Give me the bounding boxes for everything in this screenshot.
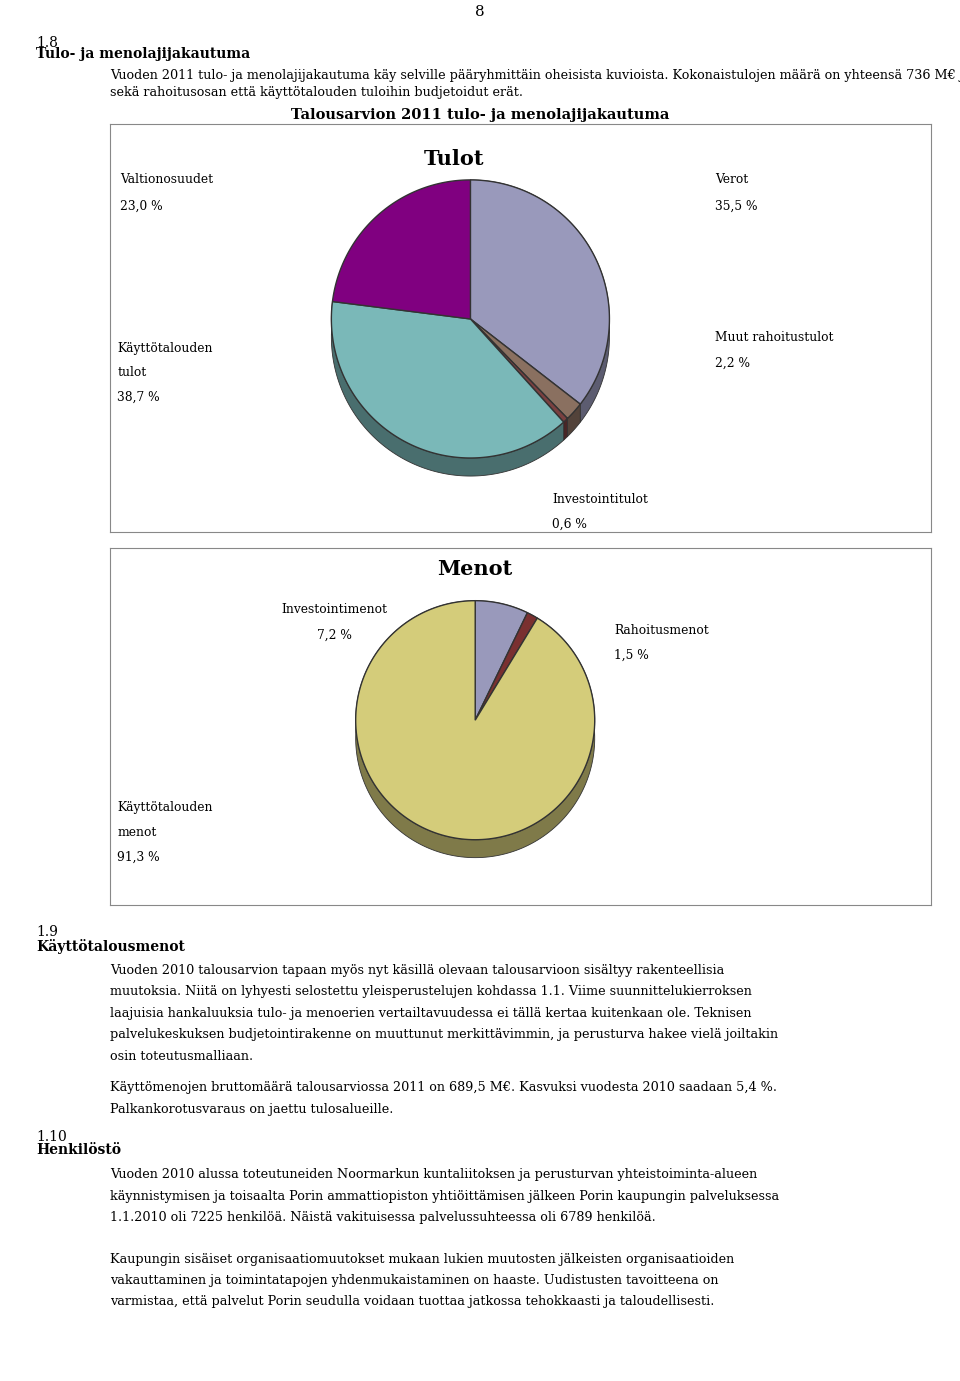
- Text: Kaupungin sisäiset organisaatiomuutokset mukaan lukien muutosten jälkeisten orga: Kaupungin sisäiset organisaatiomuutokset…: [110, 1253, 734, 1265]
- Polygon shape: [475, 601, 527, 721]
- Text: Vuoden 2011 tulo- ja menolajijakautuma käy selville pääryhmittäin oheisista kuvi: Vuoden 2011 tulo- ja menolajijakautuma k…: [110, 69, 960, 81]
- Text: Käyttötalouden: Käyttötalouden: [117, 342, 212, 355]
- Text: varmistaa, että palvelut Porin seudulla voidaan tuottaa jatkossa tehokkaasti ja : varmistaa, että palvelut Porin seudulla …: [110, 1295, 715, 1308]
- Text: Investointimenot: Investointimenot: [281, 603, 387, 616]
- Text: laajuisia hankaluuksia tulo- ja menoerien vertailtavuudessa ei tällä kertaa kuit: laajuisia hankaluuksia tulo- ja menoerie…: [110, 1007, 752, 1019]
- Text: 1,5 %: 1,5 %: [614, 649, 649, 661]
- Text: Vuoden 2010 talousarvion tapaan myös nyt käsillä olevaan talousarvioon sisältyy : Vuoden 2010 talousarvion tapaan myös nyt…: [110, 964, 725, 976]
- Text: Muut rahoitustulot: Muut rahoitustulot: [715, 331, 833, 344]
- Text: Talousarvion 2011 tulo- ja menolajijakautuma: Talousarvion 2011 tulo- ja menolajijakau…: [291, 108, 669, 122]
- Text: 1.8: 1.8: [36, 36, 59, 50]
- Text: tulot: tulot: [117, 366, 146, 378]
- Text: sekä rahoitusosan että käyttötalouden tuloihin budjetoidut erät.: sekä rahoitusosan että käyttötalouden tu…: [110, 86, 523, 98]
- Text: menot: menot: [117, 826, 156, 838]
- Text: Käyttötalouden: Käyttötalouden: [117, 801, 212, 813]
- Text: 2,2 %: 2,2 %: [715, 356, 750, 369]
- Text: vakauttaminen ja toimintatapojen yhdenmukaistaminen on haaste. Uudistusten tavoi: vakauttaminen ja toimintatapojen yhdenmu…: [110, 1273, 719, 1287]
- Polygon shape: [567, 405, 580, 436]
- Polygon shape: [331, 301, 564, 458]
- Text: Tulo- ja menolajijakautuma: Tulo- ja menolajijakautuma: [36, 47, 251, 61]
- Text: Menot: Menot: [438, 559, 513, 579]
- Text: Rahoitusmenot: Rahoitusmenot: [614, 624, 709, 637]
- Text: 0,6 %: 0,6 %: [552, 518, 587, 530]
- Polygon shape: [332, 180, 470, 319]
- Polygon shape: [356, 601, 594, 840]
- Polygon shape: [470, 319, 580, 418]
- Text: Vuoden 2010 alussa toteutuneiden Noormarkun kuntaliitoksen ja perusturvan yhteis: Vuoden 2010 alussa toteutuneiden Noormar…: [110, 1168, 757, 1181]
- Text: 91,3 %: 91,3 %: [117, 851, 159, 863]
- Text: 1.1.2010 oli 7225 henkilöä. Näistä vakituisessa palvelussuhteessa oli 6789 henki: 1.1.2010 oli 7225 henkilöä. Näistä vakit…: [110, 1211, 656, 1224]
- Text: palvelukeskuksen budjetointirakenne on muuttunut merkittävimmin, ja perusturva h: palvelukeskuksen budjetointirakenne on m…: [110, 1027, 779, 1041]
- Text: Verot: Verot: [715, 173, 749, 185]
- Text: 8: 8: [475, 6, 485, 19]
- Text: 35,5 %: 35,5 %: [715, 200, 757, 213]
- Polygon shape: [470, 180, 610, 423]
- Text: 23,0 %: 23,0 %: [120, 200, 162, 213]
- Text: Investointitulot: Investointitulot: [552, 493, 648, 505]
- Text: Palkankorotusvaraus on jaettu tulosalueille.: Palkankorotusvaraus on jaettu tulosaluei…: [110, 1102, 394, 1116]
- Text: 1.10: 1.10: [36, 1130, 67, 1143]
- Text: muutoksia. Niitä on lyhyesti selostettu yleisperustelujen kohdassa 1.1. Viime su: muutoksia. Niitä on lyhyesti selostettu …: [110, 986, 753, 998]
- Text: Käyttötalousmenot: Käyttötalousmenot: [36, 939, 185, 954]
- Polygon shape: [470, 319, 567, 423]
- Polygon shape: [475, 613, 538, 721]
- Polygon shape: [527, 613, 538, 637]
- Text: Käyttömenojen bruttomäärä talousarviossa 2011 on 689,5 M€. Kasvuksi vuodesta 201: Käyttömenojen bruttomäärä talousarviossa…: [110, 1081, 778, 1094]
- Text: Valtionosuudet: Valtionosuudet: [120, 173, 213, 185]
- Text: Tulot: Tulot: [424, 149, 485, 168]
- Text: 38,7 %: 38,7 %: [117, 391, 159, 403]
- Text: osin toteutusmalliaan.: osin toteutusmalliaan.: [110, 1050, 253, 1062]
- Text: käynnistymisen ja toisaalta Porin ammattiopiston yhtiöittämisen jälkeen Porin ka: käynnistymisen ja toisaalta Porin ammatt…: [110, 1189, 780, 1203]
- Text: 7,2 %: 7,2 %: [317, 628, 351, 641]
- Polygon shape: [356, 601, 594, 858]
- Polygon shape: [470, 180, 610, 405]
- Polygon shape: [475, 601, 527, 631]
- Text: Henkilöstö: Henkilöstö: [36, 1143, 122, 1157]
- Polygon shape: [331, 301, 564, 476]
- Polygon shape: [564, 418, 567, 441]
- Text: 1.9: 1.9: [36, 925, 59, 939]
